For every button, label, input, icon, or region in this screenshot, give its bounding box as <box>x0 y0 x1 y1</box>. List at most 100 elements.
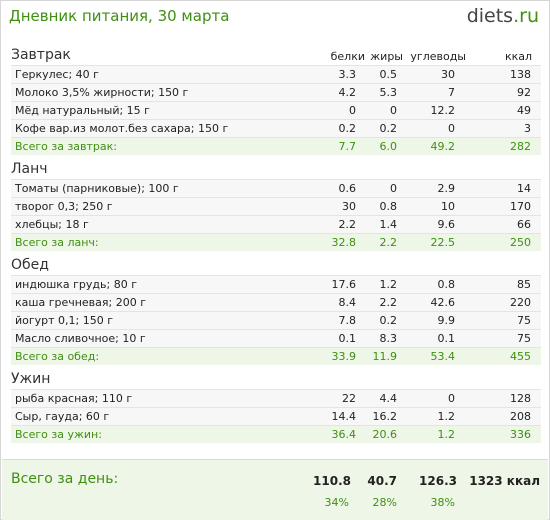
fat-total: 20.6 <box>372 428 398 441</box>
protein-value: 0.1 <box>338 332 357 345</box>
protein-total: 32.8 <box>331 236 357 249</box>
carbs-value: 7 <box>448 86 455 99</box>
kcal-value: 75 <box>517 332 531 345</box>
fat-total: 2.2 <box>379 236 398 249</box>
fat-value: 0 <box>390 104 397 117</box>
kcal-value: 3 <box>524 122 531 135</box>
table-row: каша гречневая; 200 г 8.4 2.2 42.6 220 <box>11 293 541 311</box>
meal-title: Завтрак <box>11 47 71 63</box>
logo-main: diets <box>466 5 514 27</box>
fat-value: 0 <box>390 182 397 195</box>
food-name: Молоко 3,5% жирности; 150 г <box>15 86 189 99</box>
fat-value: 0.2 <box>379 314 398 327</box>
protein-value: 4.2 <box>338 86 357 99</box>
kcal-total: 336 <box>510 428 531 441</box>
total-label: Всего за обед: <box>15 350 100 363</box>
fat-value: 0.2 <box>379 122 398 135</box>
carbs-value: 2.9 <box>437 182 456 195</box>
protein-value: 17.6 <box>331 278 357 291</box>
carbs-value: 0 <box>448 122 455 135</box>
carbs-total: 49.2 <box>430 140 456 153</box>
protein-value: 7.8 <box>338 314 357 327</box>
food-name: Сыр, гауда; 60 г <box>15 410 110 423</box>
col-kcal: ккал <box>504 50 532 63</box>
kcal-value: 208 <box>510 410 531 423</box>
day-fat: 40.7 <box>367 474 397 488</box>
day-carbs: 126.3 <box>419 474 457 488</box>
food-name: Геркулес; 40 г <box>15 68 99 81</box>
carbs-value: 0.1 <box>437 332 456 345</box>
carbs-value: 0.8 <box>437 278 456 291</box>
protein-total: 36.4 <box>331 428 357 441</box>
kcal-value: 85 <box>517 278 531 291</box>
table-row: Молоко 3,5% жирности; 150 г 4.2 5.3 7 92 <box>11 83 541 101</box>
protein-total: 33.9 <box>331 350 357 363</box>
kcal-value: 14 <box>517 182 531 195</box>
carbs-total: 22.5 <box>430 236 456 249</box>
fat-value: 1.4 <box>379 218 398 231</box>
protein-value: 14.4 <box>331 410 357 423</box>
carbs-value: 30 <box>441 68 455 81</box>
protein-value: 8.4 <box>338 296 357 309</box>
protein-total: 7.7 <box>338 140 357 153</box>
day-total: Всего за день: 110.8 40.7 126.3 1323 кка… <box>2 459 548 520</box>
meal-title: Ланч <box>11 161 48 177</box>
food-name: рыба красная; 110 г <box>15 392 133 405</box>
fat-value: 1.2 <box>379 278 398 291</box>
table-row: Геркулес; 40 г 3.3 0.5 30 138 <box>11 65 541 83</box>
total-label: Всего за завтрак: <box>15 140 118 153</box>
day-carbs-pct: 38% <box>430 496 455 509</box>
meal-total-row: Всего за ланч: 32.8 2.2 22.5 250 <box>11 233 541 251</box>
fat-value: 2.2 <box>379 296 398 309</box>
table-row: Томаты (парниковые); 100 г 0.6 0 2.9 14 <box>11 179 541 197</box>
protein-value: 22 <box>342 392 356 405</box>
food-name: Мёд натуральный; 15 г <box>15 104 150 117</box>
day-kcal: 1323 ккал <box>469 474 540 488</box>
fat-value: 4.4 <box>379 392 398 405</box>
col-fat: жиры <box>370 50 403 63</box>
table-row: Масло сливочное; 10 г 0.1 8.3 0.1 75 <box>11 329 541 347</box>
food-name: йогурт 0,1; 150 г <box>15 314 114 327</box>
day-protein: 110.8 <box>313 474 351 488</box>
fat-value: 5.3 <box>379 86 398 99</box>
food-name: хлебцы; 18 г <box>15 218 89 231</box>
carbs-value: 12.2 <box>430 104 456 117</box>
header: Дневник питания, 30 марта diets.ru <box>9 5 543 31</box>
meal-total-row: Всего за ужин: 36.4 20.6 1.2 336 <box>11 425 541 443</box>
fat-value: 0.5 <box>379 68 398 81</box>
day-protein-pct: 34% <box>324 496 349 509</box>
fat-total: 6.0 <box>379 140 398 153</box>
food-name: индюшка грудь; 80 г <box>15 278 137 291</box>
day-total-label: Всего за день: <box>11 471 119 487</box>
carbs-value: 9.6 <box>437 218 456 231</box>
logo-tld: .ru <box>513 5 539 27</box>
kcal-value: 220 <box>510 296 531 309</box>
total-label: Всего за ланч: <box>15 236 99 249</box>
col-carbs: углеводы <box>410 50 466 63</box>
carbs-value: 9.9 <box>437 314 456 327</box>
kcal-value: 49 <box>517 104 531 117</box>
kcal-value: 128 <box>510 392 531 405</box>
fat-value: 16.2 <box>372 410 398 423</box>
total-label: Всего за ужин: <box>15 428 102 441</box>
meal-title: Обед <box>11 257 49 273</box>
meal-title: Ужин <box>11 371 51 387</box>
protein-value: 30 <box>342 200 356 213</box>
carbs-value: 42.6 <box>430 296 456 309</box>
kcal-value: 138 <box>510 68 531 81</box>
table-row: Сыр, гауда; 60 г 14.4 16.2 1.2 208 <box>11 407 541 425</box>
kcal-total: 282 <box>510 140 531 153</box>
food-name: творог 0,3; 250 г <box>15 200 113 213</box>
table-row: йогурт 0,1; 150 г 7.8 0.2 9.9 75 <box>11 311 541 329</box>
meal-total-row: Всего за завтрак: 7.7 6.0 49.2 282 <box>11 137 541 155</box>
table-row: творог 0,3; 250 г 30 0.8 10 170 <box>11 197 541 215</box>
col-protein: белки <box>330 50 365 63</box>
kcal-total: 250 <box>510 236 531 249</box>
kcal-total: 455 <box>510 350 531 363</box>
day-fat-pct: 28% <box>372 496 397 509</box>
carbs-value: 10 <box>441 200 455 213</box>
site-logo[interactable]: diets.ru <box>467 5 539 27</box>
page-title: Дневник питания, 30 марта <box>9 7 230 25</box>
carbs-total: 1.2 <box>437 428 456 441</box>
